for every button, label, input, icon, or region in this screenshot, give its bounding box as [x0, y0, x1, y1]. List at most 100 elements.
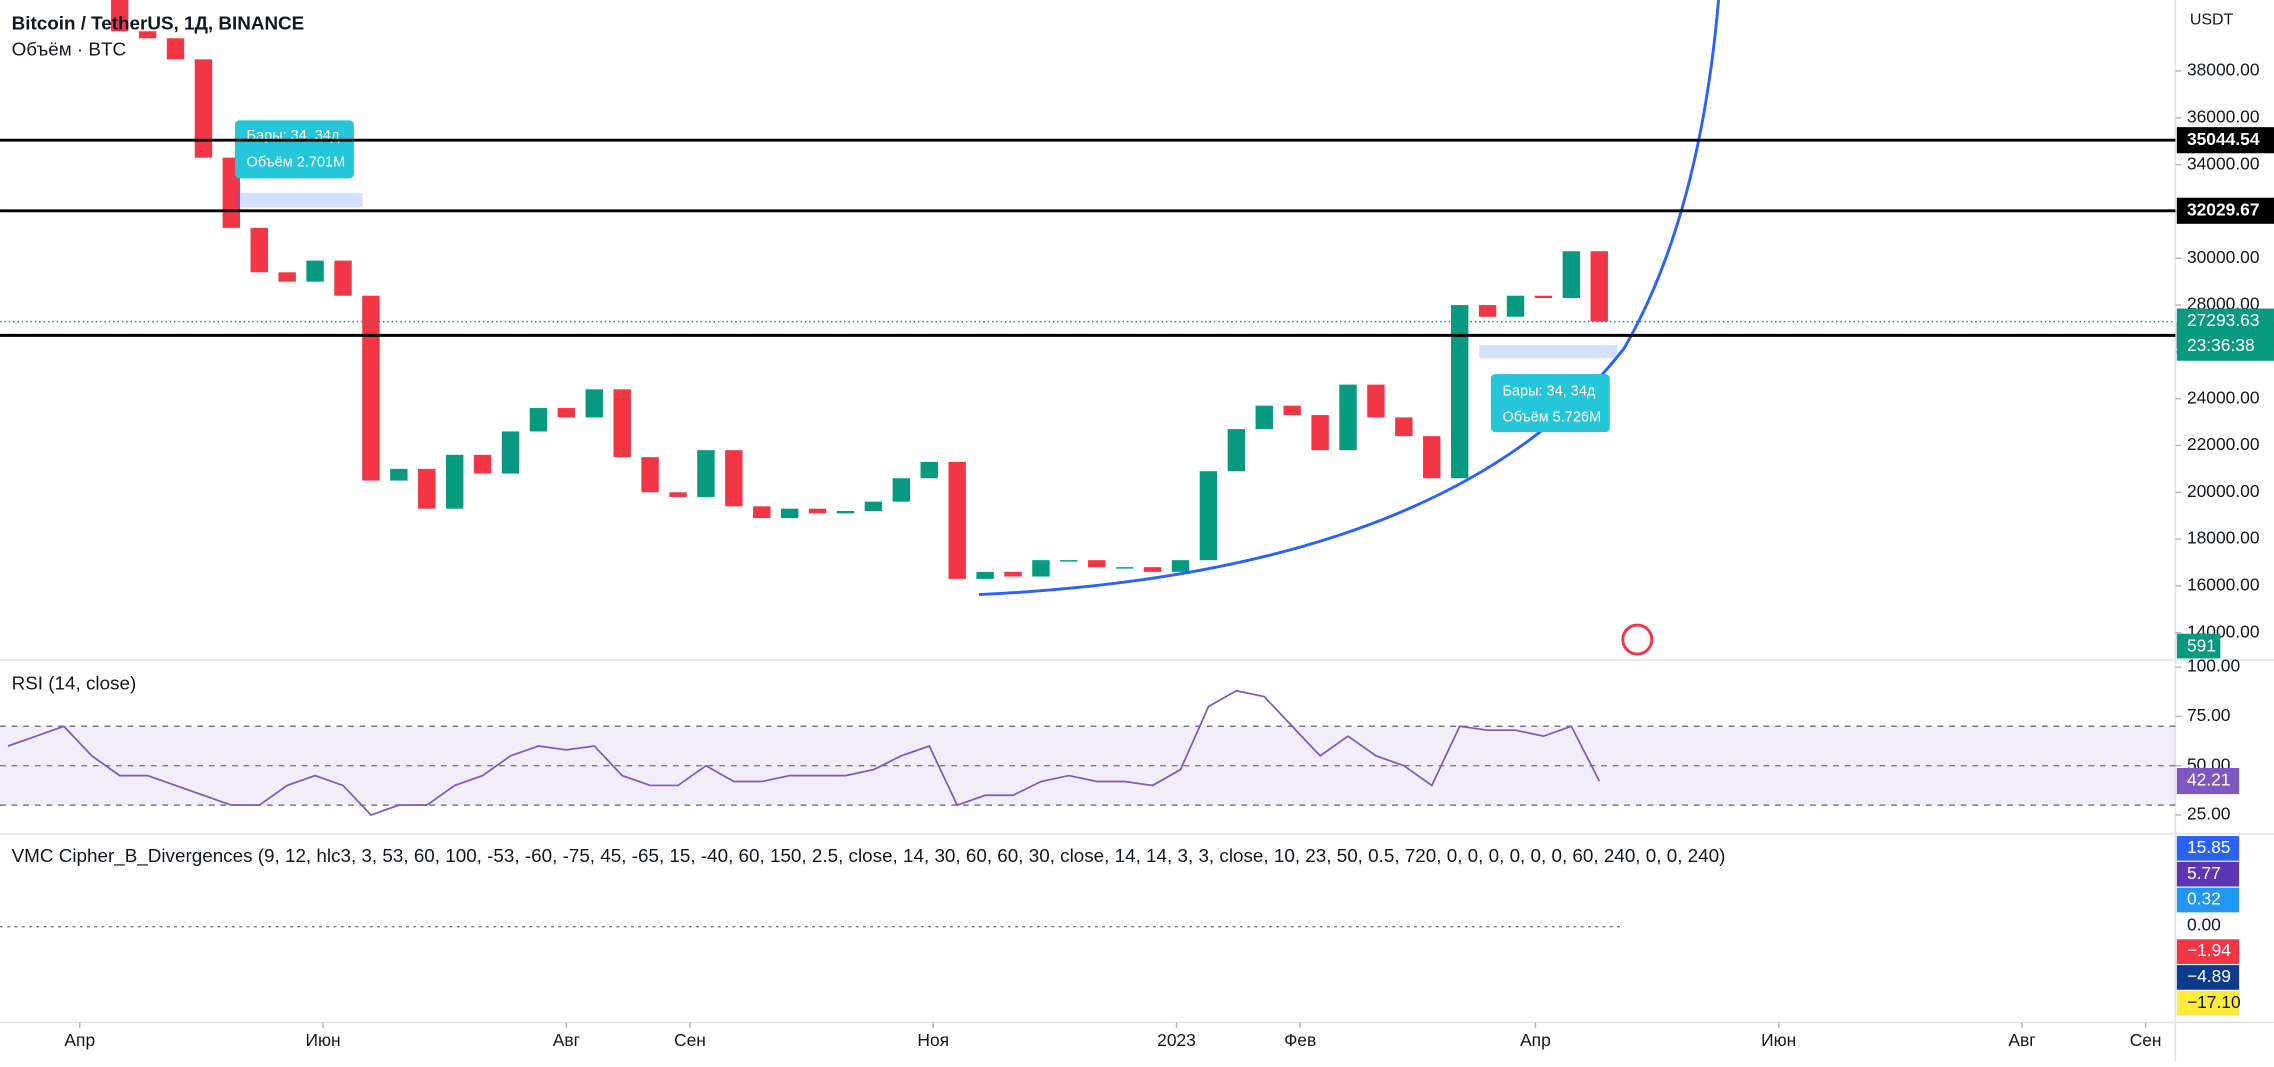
vmc-title: VMC Cipher_B_Divergences (9, 12, hlc3, 3… — [12, 845, 1726, 867]
y-tick-label: 25.00 — [2187, 804, 2231, 824]
candle — [306, 260, 324, 282]
candle — [418, 468, 436, 509]
price-label: 35044.54 — [2187, 129, 2260, 149]
candle — [166, 38, 185, 60]
candle — [1395, 417, 1413, 437]
vmc-label: −4.89 — [2187, 966, 2231, 986]
candle — [920, 461, 938, 479]
range-highlight — [1479, 345, 1618, 359]
y-tick-label: 36000.00 — [2187, 106, 2260, 126]
candle — [1339, 384, 1357, 451]
candle — [390, 468, 408, 481]
candle — [725, 450, 743, 507]
candle — [1255, 405, 1273, 430]
timer: 23:36:38 — [2187, 335, 2255, 355]
candle — [976, 571, 994, 579]
candle — [1115, 567, 1134, 569]
measure-volume: Объём 2.701M — [247, 154, 346, 170]
candle — [445, 454, 464, 509]
candle — [697, 450, 715, 497]
vmc-label-bg — [2176, 861, 2240, 887]
candle — [864, 501, 883, 512]
x-tick-label: Сен — [674, 1030, 706, 1050]
y-tick-label: 38000.00 — [2187, 60, 2260, 80]
x-tick-label: Апр — [1520, 1030, 1551, 1050]
volume-label: 591 — [2187, 635, 2216, 655]
candle — [1199, 471, 1218, 561]
y-tick-label: 20000.00 — [2187, 481, 2260, 501]
candle — [753, 506, 771, 519]
volume-label-bg — [2176, 633, 2221, 659]
candle — [1283, 405, 1301, 416]
rsi-label: 42.21 — [2187, 770, 2231, 790]
measure-bars: Бары: 34, 34д — [1502, 383, 1595, 399]
candle — [110, 0, 129, 32]
rsi-line — [7, 689, 1601, 817]
y-tick-label: 75.00 — [2187, 705, 2231, 725]
x-tick-label: Авг — [2008, 1030, 2035, 1050]
vmc-label-bg — [2176, 990, 2240, 1016]
candle — [836, 511, 855, 514]
candle — [473, 454, 492, 474]
x-tick-label: Сен — [2130, 1030, 2162, 1050]
candle — [1450, 305, 1469, 479]
vmc-label: −17.10 — [2187, 992, 2241, 1012]
current-price: 27293.63 — [2187, 310, 2260, 330]
vmc-label: −1.94 — [2187, 940, 2231, 960]
candle — [250, 227, 268, 273]
candle — [892, 478, 911, 502]
candle — [194, 59, 213, 158]
y-tick-label: 30000.00 — [2187, 247, 2260, 267]
price-label-bg — [2176, 127, 2274, 154]
volume-title: Объём · BTC — [12, 39, 126, 60]
candle — [501, 431, 520, 474]
candle — [278, 272, 296, 282]
price-label: 32029.67 — [2187, 199, 2260, 219]
candle — [613, 389, 631, 458]
candle — [1478, 305, 1497, 317]
vmc-label: 5.77 — [2187, 863, 2221, 883]
vmc-label: 0.32 — [2187, 889, 2221, 909]
measure-bars: Бары: 34, 34д — [247, 128, 340, 144]
x-tick-label: Июн — [305, 1030, 340, 1050]
candle — [1171, 560, 1190, 572]
y-tick-label: 22000.00 — [2187, 434, 2260, 454]
rsi-label-bg — [2176, 767, 2240, 795]
candle — [948, 461, 966, 579]
candle — [669, 492, 687, 497]
range-highlight — [234, 192, 363, 208]
y-tick-label: 16000.00 — [2187, 574, 2260, 594]
vmc-label-bg — [2176, 939, 2240, 964]
vmc-label-bg — [2176, 887, 2240, 913]
candle — [1367, 384, 1385, 418]
candle — [138, 31, 157, 39]
candle — [780, 508, 799, 519]
candle — [1060, 560, 1078, 562]
vmc-label-bg — [2176, 965, 2240, 990]
x-tick-label: Июн — [1761, 1030, 1796, 1050]
candle — [1534, 295, 1553, 299]
candle — [334, 260, 352, 296]
vmc-label: 15.85 — [2187, 837, 2231, 857]
y-tick-label: 24000.00 — [2187, 387, 2260, 407]
x-tick-label: Фев — [1284, 1030, 1316, 1050]
measure-volume: Объём 5.726M — [1502, 409, 1601, 425]
candle — [1311, 415, 1329, 451]
y-tick-label: 18000.00 — [2187, 528, 2260, 548]
y-tick-label: 100.00 — [2187, 656, 2240, 676]
x-tick-label: Авг — [553, 1030, 580, 1050]
x-tick-label: Ноя — [917, 1030, 949, 1050]
candle — [1590, 251, 1608, 322]
candle — [1227, 429, 1246, 472]
candle — [362, 295, 380, 481]
current-price-bg — [2176, 308, 2274, 361]
candle — [529, 408, 548, 432]
candle — [1032, 560, 1050, 577]
candle — [808, 508, 827, 514]
vmc-label-bg — [2176, 836, 2240, 861]
event-icon[interactable] — [1621, 623, 1654, 656]
candle — [1088, 560, 1106, 568]
symbol-title: Bitcoin / TetherUS, 1Д, BINANCE — [12, 13, 305, 34]
